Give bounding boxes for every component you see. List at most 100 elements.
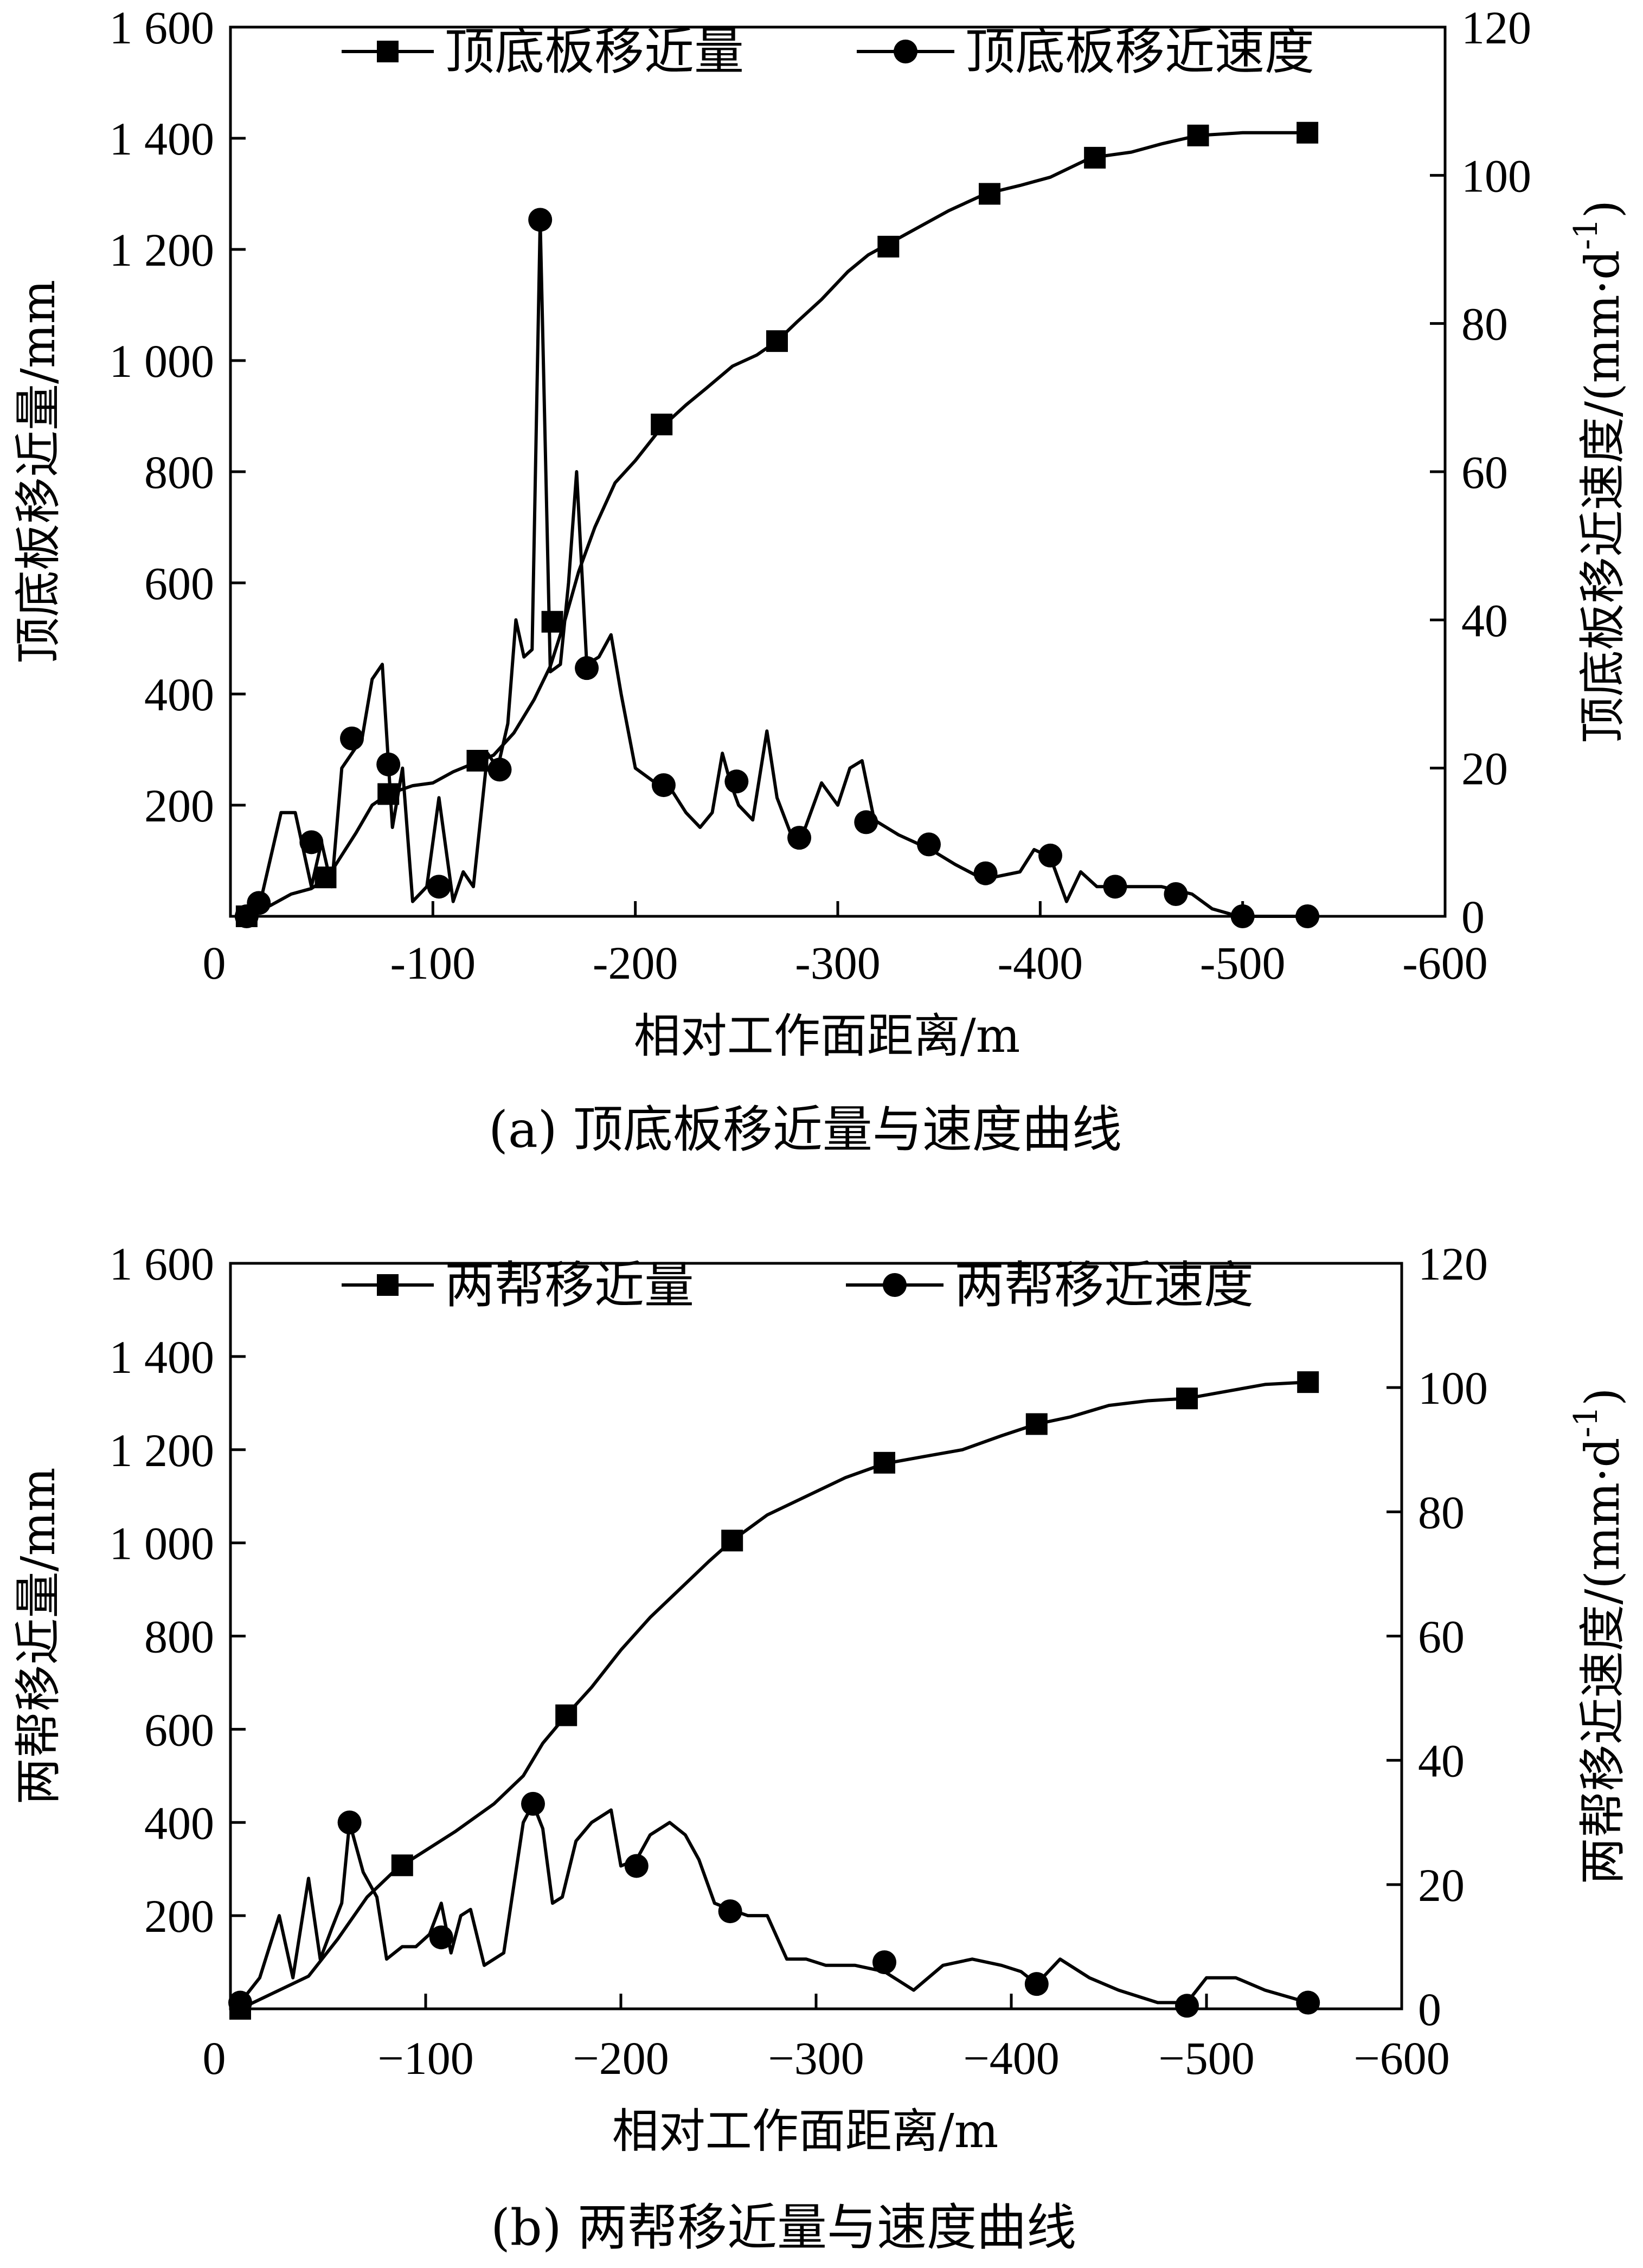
legend-marker-circle bbox=[883, 1273, 907, 1297]
y-left-tick-label: 1 000 bbox=[110, 335, 215, 387]
marker-circle bbox=[521, 1791, 545, 1816]
marker-circle bbox=[1164, 882, 1188, 906]
marker-circle bbox=[1295, 904, 1320, 928]
x-tick-label: −400 bbox=[963, 2032, 1060, 2084]
y-right-axis-title: 顶底板移近速度/(mm·d-1) bbox=[1567, 200, 1630, 743]
marker-circle bbox=[1230, 904, 1255, 928]
x-tick-label: -300 bbox=[795, 937, 881, 989]
marker-square bbox=[877, 235, 900, 258]
marker-circle bbox=[1038, 843, 1062, 868]
x-tick-label: 0 bbox=[203, 2032, 226, 2084]
marker-square bbox=[391, 1854, 413, 1877]
marker-circle bbox=[973, 861, 998, 885]
y-right-tick-label: 100 bbox=[1461, 150, 1531, 202]
y-right-tick-label: 0 bbox=[1418, 1983, 1441, 2035]
y-right-tick-label: 100 bbox=[1418, 1362, 1488, 1414]
x-tick-label: −500 bbox=[1158, 2032, 1255, 2084]
x-tick-label: −300 bbox=[768, 2032, 864, 2084]
y-right-tick-label: 20 bbox=[1461, 743, 1508, 795]
marker-circle bbox=[299, 830, 324, 854]
marker-circle bbox=[1175, 1994, 1199, 2018]
y-left-tick-label: 600 bbox=[144, 1704, 214, 1756]
series-line-velocity bbox=[246, 218, 1308, 918]
y-left-axis-title: 两帮移近量/mm bbox=[11, 1467, 66, 1804]
x-tick-label: −200 bbox=[573, 2032, 669, 2084]
y-right-tick-label: 20 bbox=[1418, 1859, 1465, 1911]
x-tick-label: 0 bbox=[203, 937, 226, 989]
legend-marker-square bbox=[377, 1274, 399, 1296]
legend-label: 两帮移近速度 bbox=[954, 1256, 1254, 1314]
y-right-tick-label: 40 bbox=[1461, 594, 1508, 646]
y-left-tick-label: 200 bbox=[144, 780, 214, 832]
marker-circle bbox=[718, 1899, 742, 1924]
marker-circle bbox=[376, 752, 401, 776]
marker-square bbox=[1297, 1371, 1319, 1393]
figure-caption: (a) 顶底板移近量与速度曲线 bbox=[489, 1101, 1122, 1159]
marker-circle bbox=[787, 826, 812, 850]
marker-circle bbox=[1296, 1990, 1320, 2015]
legend-marker-circle bbox=[894, 40, 917, 63]
marker-square bbox=[555, 1704, 577, 1726]
chart-panel-a: 0 -100 -200 -300 -400 -500 -600 1 600 1 400 1 200… bbox=[11, 2, 1630, 1159]
marker-square bbox=[721, 1530, 743, 1552]
y-left-tick-label: 400 bbox=[144, 669, 214, 721]
marker-square bbox=[1176, 1387, 1198, 1410]
y-right-tick-label: 120 bbox=[1461, 2, 1531, 54]
x-axis-title: 相对工作面距离/m bbox=[612, 2104, 999, 2158]
marker-circle bbox=[487, 757, 512, 782]
plot-frame bbox=[229, 1262, 1403, 2010]
y-left-tick-label: 400 bbox=[144, 1797, 214, 1849]
marker-circle bbox=[228, 1990, 252, 2015]
y-left-tick-label: 600 bbox=[144, 557, 214, 609]
y-left-tick-label: 1 000 bbox=[110, 1518, 215, 1570]
marker-square bbox=[541, 611, 563, 633]
y-left-axis-title: 顶底板移近量/mm bbox=[11, 280, 66, 664]
y-left-tick-label: 1 600 bbox=[110, 1238, 215, 1290]
x-tick-label: -100 bbox=[390, 937, 476, 989]
y-left-tick-label: 1 200 bbox=[110, 1424, 215, 1476]
y-left-tick-label: 800 bbox=[144, 446, 214, 498]
marker-circle bbox=[429, 1925, 453, 1950]
x-tick-label: -500 bbox=[1200, 937, 1286, 989]
y-right-tick-label: 0 bbox=[1461, 891, 1485, 943]
marker-square bbox=[651, 413, 673, 435]
plot-frame bbox=[229, 25, 1447, 918]
marker-square bbox=[1297, 121, 1319, 144]
legend-label: 顶底板移近量 bbox=[445, 23, 744, 81]
y-left-tick-label: 200 bbox=[144, 1890, 214, 1942]
legend-marker-square bbox=[377, 41, 399, 62]
y-left-tick-label: 800 bbox=[144, 1611, 214, 1663]
marker-square bbox=[1187, 124, 1209, 146]
x-axis-title: 相对工作面距离/m bbox=[634, 1009, 1021, 1063]
legend-label: 顶底板移近速度 bbox=[965, 23, 1314, 81]
x-tick-label: -400 bbox=[998, 937, 1083, 989]
marker-square bbox=[874, 1451, 895, 1474]
chart-panel-b: 0 −100 −200 −300 −400 −500 −600 1 600 1 400 1 200… bbox=[11, 1238, 1630, 2257]
series-line-amount bbox=[239, 1380, 1308, 2010]
marker-circle bbox=[337, 1810, 362, 1835]
marker-circle bbox=[917, 832, 941, 857]
figure-caption: (b) 两帮移近量与速度曲线 bbox=[491, 2199, 1076, 2257]
y-left-tick-label: 1 200 bbox=[110, 224, 215, 276]
marker-circle bbox=[427, 875, 451, 899]
marker-square bbox=[1084, 146, 1106, 169]
y-left-tick-label: 1 400 bbox=[110, 113, 215, 165]
series-line-velocity bbox=[239, 1802, 1309, 2004]
marker-circle bbox=[724, 769, 749, 794]
y-right-tick-label: 120 bbox=[1418, 1238, 1488, 1290]
y-right-tick-label: 40 bbox=[1418, 1735, 1465, 1787]
marker-circle bbox=[854, 810, 878, 834]
x-tick-label: −600 bbox=[1353, 2032, 1450, 2084]
y-right-axis-title: 两帮移近速度/(mm·d-1) bbox=[1567, 1387, 1630, 1884]
marker-circle bbox=[624, 1854, 649, 1878]
marker-square bbox=[1025, 1413, 1048, 1435]
marker-circle bbox=[528, 208, 553, 232]
y-right-tick-label: 60 bbox=[1418, 1611, 1465, 1663]
marker-circle bbox=[247, 891, 271, 915]
x-tick-label: -600 bbox=[1402, 937, 1488, 989]
marker-circle bbox=[1024, 1972, 1049, 1996]
marker-circle bbox=[575, 656, 599, 680]
marker-square bbox=[766, 330, 788, 352]
x-tick-label: -200 bbox=[593, 937, 678, 989]
